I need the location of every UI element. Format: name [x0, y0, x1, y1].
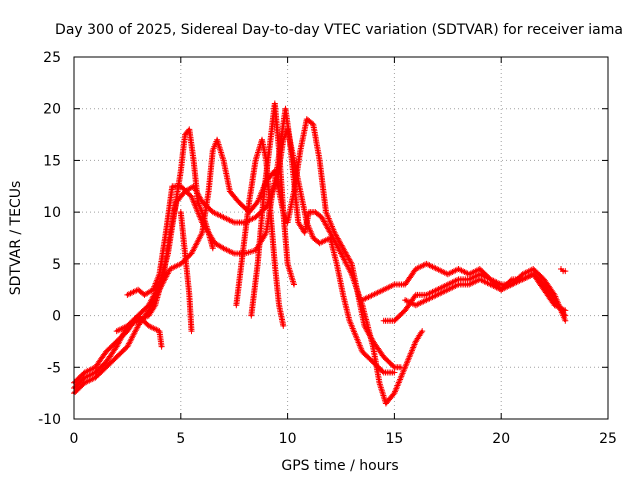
x-axis-label: GPS time / hours — [281, 458, 398, 474]
axis-ticks: 0 5 10 15 20 25 -10 -5 0 5 10 15 20 25 — [38, 50, 617, 447]
x-tick-label: 20 — [492, 431, 510, 447]
x-tick-label: 0 — [70, 431, 79, 447]
data-point-marker — [419, 328, 426, 335]
grid-lines — [74, 57, 608, 419]
data-point-marker — [188, 328, 195, 335]
y-tick-label: 15 — [43, 153, 61, 169]
x-tick-label: 10 — [279, 431, 297, 447]
y-tick-label: 10 — [43, 205, 61, 221]
data-point-marker — [562, 307, 569, 314]
x-tick-label: 5 — [176, 431, 185, 447]
data-series — [71, 100, 569, 407]
data-point-marker — [209, 245, 216, 252]
chart-title: Day 300 of 2025, Sidereal Day-to-day VTE… — [55, 22, 623, 38]
data-point-marker — [158, 343, 165, 350]
data-point-marker — [280, 322, 287, 329]
data-point-marker — [291, 281, 297, 288]
series-track-11 — [402, 271, 569, 314]
y-tick-label: 0 — [52, 309, 61, 325]
series-track-5 — [113, 312, 165, 350]
series-track-12 — [558, 266, 569, 275]
x-tick-label: 15 — [385, 431, 403, 447]
y-tick-label: -5 — [47, 360, 61, 376]
data-point-marker — [507, 277, 514, 284]
data-point-marker — [562, 317, 569, 324]
y-tick-label: -10 — [38, 412, 61, 428]
plot-frame — [73, 56, 609, 420]
data-point-marker — [397, 364, 404, 371]
series-track-8 — [248, 100, 297, 319]
series-track-9 — [359, 260, 569, 324]
data-point-marker — [379, 368, 386, 375]
y-tick-label: 25 — [43, 50, 61, 66]
y-tick-label: 5 — [52, 257, 61, 273]
data-point-marker — [204, 228, 211, 235]
data-point-marker — [562, 312, 569, 319]
y-axis-label: SDTVAR / TECUs — [8, 181, 24, 296]
data-point-marker — [390, 363, 397, 370]
series-track-6 — [177, 209, 195, 335]
series-track-4 — [124, 183, 216, 298]
data-point-marker — [411, 293, 418, 300]
y-tick-label: 20 — [43, 102, 61, 118]
x-tick-label: 25 — [599, 431, 617, 447]
data-point-marker — [562, 268, 569, 275]
data-point-marker — [391, 369, 398, 376]
